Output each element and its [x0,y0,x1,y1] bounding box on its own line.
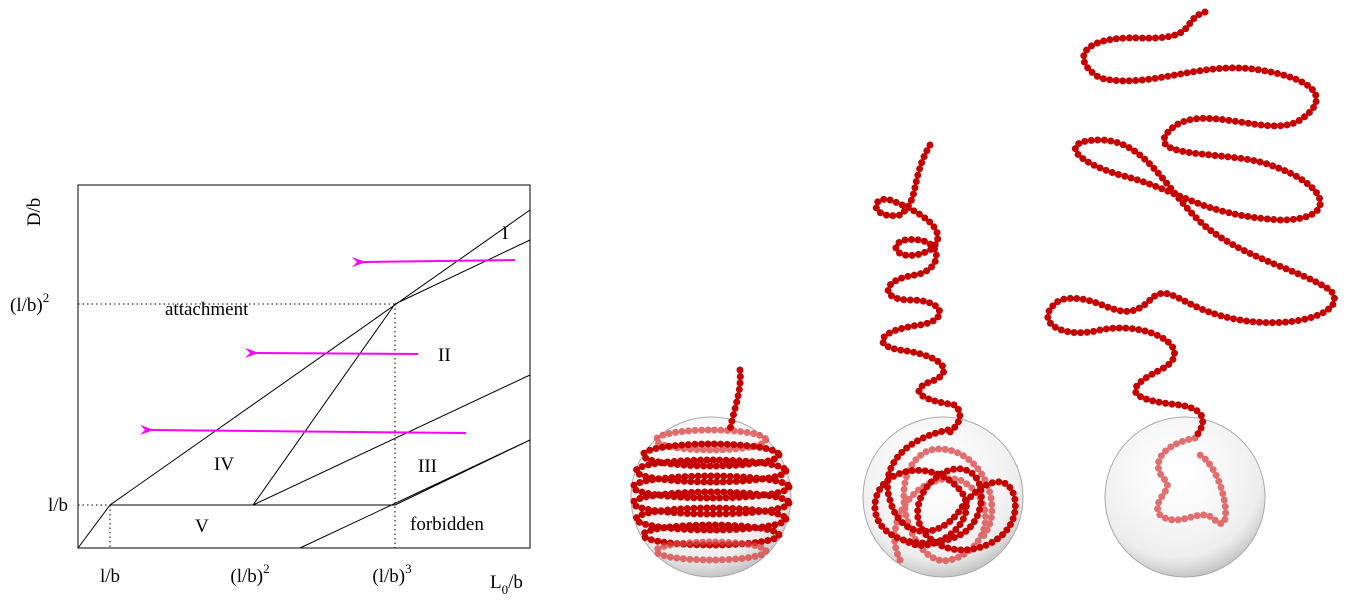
confined-chain-loose [1048,12,1335,577]
tick-base: l/b [100,566,120,587]
tick-base: (l/b) [10,295,43,316]
arrow [257,353,418,354]
tick-sup: 2 [43,290,50,305]
x-tick-label: l/b [100,566,120,587]
y-tick-label: (l/b)2 [10,290,49,316]
chain-tail [730,370,740,430]
x-tick-label: (l/b)2 [230,561,269,587]
phase-diagram: D/b L0/b l/b (l/b)2 (l/b)3 l/b (l/b)2 I … [10,185,530,597]
guide-lines [78,304,395,548]
region-label: II [438,345,451,366]
region-label: I [502,223,508,244]
region-label: forbidden [410,514,484,535]
y-axis-label: D/b [24,198,45,227]
tick-sup: 3 [405,561,412,576]
confined-chain-tangled [863,145,1023,577]
figure: D/b L0/b l/b (l/b)2 (l/b)3 l/b (l/b)2 I … [0,0,1358,606]
y-tick-label: l/b [48,495,68,516]
region-label: IV [214,454,234,475]
region-label: attachment [165,299,249,320]
chain-tail [1048,12,1335,438]
tick-base: l/b [48,495,68,516]
arrow [152,430,466,433]
x-label-rest: /b [508,572,523,593]
region-label: V [195,516,209,537]
tick-base: (l/b) [372,566,405,587]
x-tick-label: (l/b)3 [372,561,411,587]
arrow [364,260,515,262]
tick-base: (l/b) [230,566,263,587]
region-label: III [418,456,437,477]
x-label-main: L [490,572,502,593]
x-axis-label: L0/b [490,572,523,597]
tick-sup: 2 [263,561,270,576]
plot-frame [78,185,530,548]
chain-tail [876,145,960,432]
confined-chain-ordered [631,370,791,577]
